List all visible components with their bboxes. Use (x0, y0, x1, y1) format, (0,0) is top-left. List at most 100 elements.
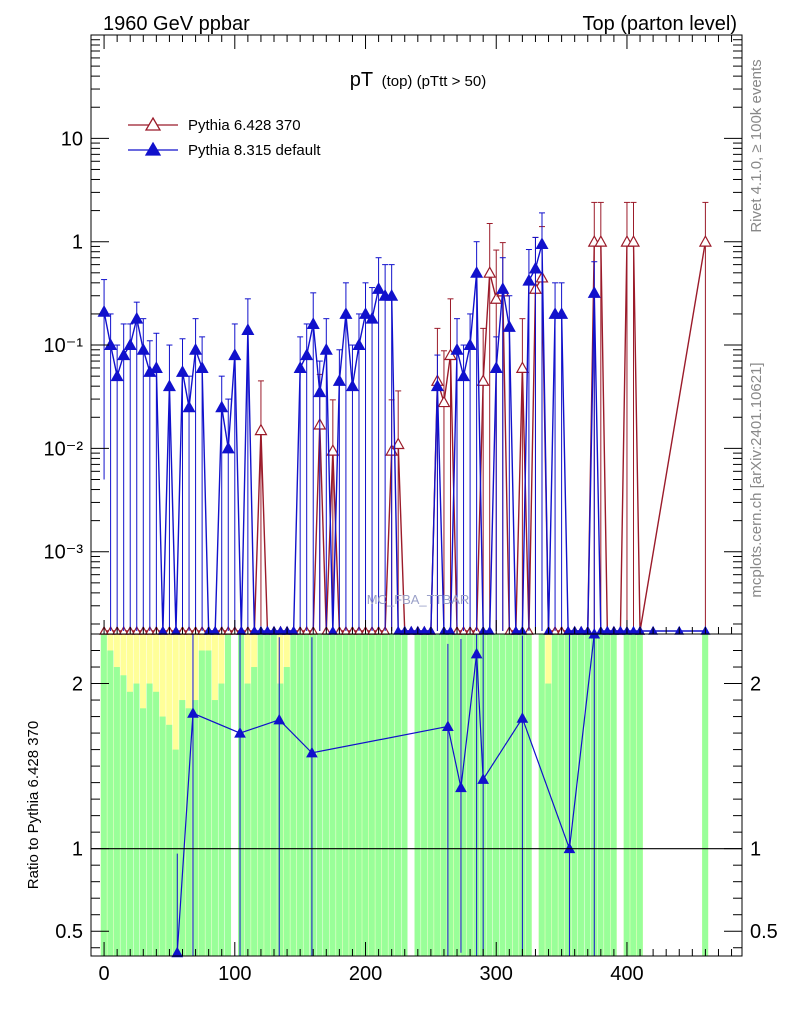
data-point-pythia6 (483, 266, 497, 278)
ratio-point-pythia8 (306, 746, 318, 758)
ratio-y-tick-label: 0.5 (55, 921, 83, 943)
ratio-point-pythia8 (442, 720, 454, 731)
legend: Pythia 6.428 370 Pythia 8.315 default (128, 116, 321, 159)
series-line-pythia6 (104, 240, 707, 632)
band-green-bar (525, 634, 532, 956)
band-green-bar (545, 683, 552, 956)
ratio-point-pythia8 (234, 727, 246, 738)
band-green-bar (172, 749, 179, 956)
band-green-bar (107, 650, 114, 956)
band-green-bar (447, 634, 454, 956)
band-green-bar (179, 700, 186, 956)
band-green-bar (264, 634, 271, 956)
ratio-y-tick-label-right: 0.5 (750, 921, 778, 943)
ratio-y-tick-label: 1 (72, 839, 83, 861)
data-point-pythia8 (457, 369, 471, 382)
band-green-bar (604, 634, 611, 956)
y-tick-label: 10 (61, 128, 83, 150)
band-green-bar (427, 634, 434, 956)
data-point-pythia8 (522, 273, 536, 286)
data-point-pythia8 (110, 369, 124, 382)
band-green-bar (538, 634, 545, 956)
band-green-bar (244, 683, 251, 956)
ratio-y-tick-label-right: 2 (750, 674, 761, 696)
data-point-pythia8 (358, 307, 373, 319)
x-tick-label: 100 (218, 963, 251, 985)
ratio-point-pythia8 (273, 713, 286, 725)
legend-label-pythia6: Pythia 6.428 370 (188, 117, 301, 134)
band-green-bar (218, 683, 225, 956)
data-point-pythia6 (515, 361, 529, 373)
ratio-point-pythia8 (187, 707, 199, 718)
header-left-title: 1960 GeV ppbar (103, 13, 250, 35)
ratio-series (171, 627, 601, 958)
legend-marker-pythia8 (144, 141, 162, 156)
data-point-pythia8 (352, 338, 366, 351)
y-tick-label: 1 (72, 232, 83, 254)
data-point-pythia8 (162, 379, 176, 392)
data-point-pythia8 (123, 338, 137, 351)
y-tick-label: 10⁻² (44, 438, 84, 460)
band-green-bar (512, 634, 519, 956)
band-green-bar (309, 634, 316, 956)
band-green-bar (375, 634, 382, 956)
band-green-bar (702, 634, 709, 956)
band-green-bar (224, 634, 232, 956)
band-green-bar (120, 675, 127, 956)
band-green-bar (368, 634, 375, 956)
data-point-pythia8 (175, 365, 190, 377)
band-green-bar (166, 724, 173, 956)
data-point-pythia8 (535, 237, 549, 250)
band-green-bar (571, 634, 578, 956)
data-point-pythia8 (306, 317, 320, 329)
data-point-pythia6 (489, 292, 503, 304)
data-point-pythia8 (463, 338, 477, 351)
data-point-pythia8 (332, 374, 346, 386)
data-point-pythia8 (136, 343, 150, 355)
band-green-bar (499, 634, 506, 956)
band-green-bar (492, 634, 500, 956)
band-green-bar (211, 700, 218, 956)
data-point-pythia8 (195, 361, 209, 373)
band-green-bar (610, 634, 617, 956)
data-point-pythia6 (437, 395, 451, 408)
ratio-point-pythia8 (455, 781, 467, 793)
header-right-title: Top (parton level) (582, 13, 737, 35)
data-point-pythia6 (391, 437, 405, 450)
band-green-bar (362, 634, 369, 956)
data-point-pythia8 (372, 282, 386, 294)
band-green-bar (192, 700, 199, 956)
band-green-bar (394, 634, 401, 956)
data-point-pythia8 (496, 282, 510, 294)
band-green-bar (434, 634, 441, 956)
band-green-bar (636, 634, 643, 956)
ratio-y-tick-label-right: 1 (750, 839, 761, 861)
band-green-bar (623, 634, 630, 956)
data-point-pythia8 (97, 305, 111, 317)
band-green-bar (133, 683, 140, 956)
band-green-bar (316, 634, 323, 956)
band-green-bar (159, 716, 166, 956)
data-point-pythia8 (587, 286, 601, 298)
band-green-bar (185, 708, 192, 956)
band-green-bar (460, 634, 467, 956)
band-green-bar (257, 634, 264, 956)
band-green-bar (251, 667, 258, 956)
band-green-bar (630, 634, 637, 956)
band-green-bar (277, 683, 284, 956)
band-green-bar (336, 634, 343, 956)
ratio-bands (100, 634, 709, 956)
band-green-bar (238, 634, 245, 956)
band-green-bar (551, 634, 558, 956)
band-green-bar (506, 634, 513, 956)
band-green-bar (283, 667, 290, 956)
data-point-pythia8 (555, 307, 569, 319)
data-point-pythia6 (594, 234, 608, 247)
band-green-bar (597, 634, 604, 956)
rivet-label: Rivet 4.1.0, ≥ 100k events (748, 59, 765, 232)
data-point-pythia8 (228, 348, 242, 361)
y-tick-label: 10⁻¹ (44, 335, 84, 357)
mcplots-label: mcplots.cern.ch [arXiv:2401.10621] (748, 362, 765, 597)
band-green-bar (100, 634, 107, 956)
legend-marker-pythia6 (144, 116, 162, 131)
